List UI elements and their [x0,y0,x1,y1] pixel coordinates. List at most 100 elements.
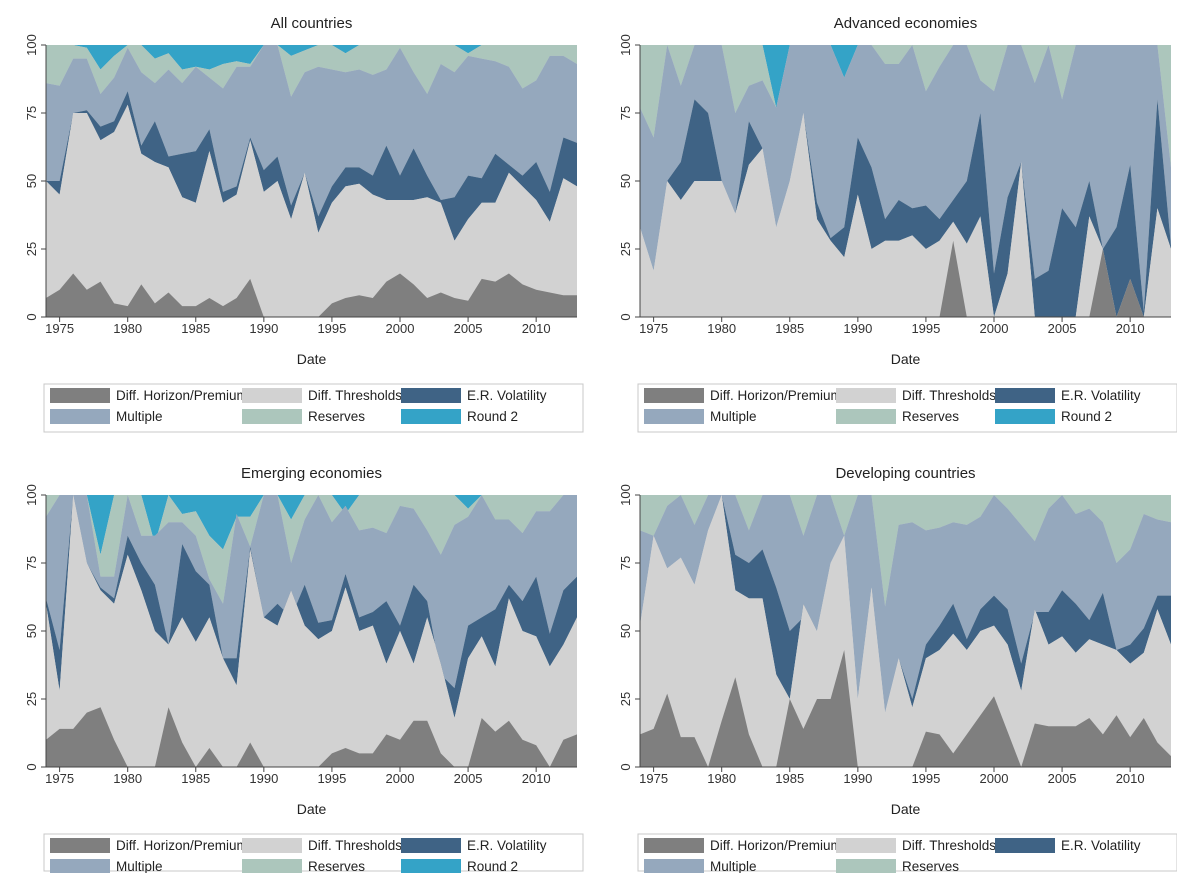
legend-box [637,833,1177,872]
area-round-2 [46,45,577,70]
legend-label: E.R. Volatility [1061,388,1141,403]
legend-swatch [644,388,704,403]
y-tick-label: 100 [618,484,633,506]
area-multiple [46,45,577,217]
x-tick-label: 2005 [454,771,483,786]
x-tick-label: 1995 [317,321,346,336]
legend-label: Multiple [710,859,757,873]
panel-developing-countries: Developing countries 0 25 50 75 100 1975 1980 19… [618,465,1177,873]
x-tick-label: 1990 [249,771,278,786]
chart-title: Developing countries [835,465,975,482]
legend-swatch [401,838,461,853]
legend-item-e-r-volatility: E.R. Volatility [401,838,547,853]
area-multiple [640,45,1171,312]
y-tick-label: 0 [618,313,633,320]
legend-swatch [644,838,704,853]
legend-label: Multiple [116,859,163,873]
x-tick-label: 1990 [843,321,872,336]
legend-label: Round 2 [467,859,518,873]
legend-label: Diff. Thresholds [308,838,402,853]
legend-swatch [995,409,1055,424]
x-tick-label: 1995 [911,321,940,336]
chart-title: All countries [271,15,353,32]
legend-swatch [644,409,704,424]
x-tick-label: 2000 [386,321,415,336]
legend-label: Reserves [308,859,365,873]
legend-swatch [50,388,110,403]
area-diff-thresholds [640,113,1171,317]
area-e-r-volatility [640,495,1171,713]
x-tick-label: 1980 [707,771,736,786]
y-tick-label: 75 [618,556,633,570]
legend-item-diff-thresholds: Diff. Thresholds [836,838,996,853]
legend-item-round-2: Round 2 [995,409,1112,424]
legend-label: E.R. Volatility [467,388,547,403]
y-tick-label: 25 [618,692,633,706]
y-tick-label: 50 [618,174,633,188]
x-tick-label: 2000 [980,771,1009,786]
y-tick-label: 75 [24,556,39,570]
x-tick-label: 1985 [181,321,210,336]
legend-label: E.R. Volatility [1061,838,1141,853]
x-tick-label: 2010 [522,321,551,336]
x-axis-title: Date [891,801,921,817]
legend-swatch [995,838,1055,853]
x-tick-label: 2010 [1116,321,1145,336]
panel-emerging-economies: Emerging economies 0 25 50 75 100 1975 1980 1985… [24,465,584,873]
x-tick-label: 1980 [113,771,142,786]
legend-item-reserves: Reserves [242,859,365,873]
legend-item-round-2: Round 2 [401,409,518,424]
x-axis-title: Date [297,351,327,367]
legend-item-round-2: Round 2 [401,859,518,873]
x-tick-label: 1985 [775,321,804,336]
area-multiple [640,495,1171,713]
legend-label: Diff. Horizon/Premium [710,838,842,853]
y-tick-label: 75 [618,106,633,120]
legend-box [637,383,1177,433]
x-tick-label: 1975 [45,771,74,786]
x-tick-label: 2005 [1048,771,1077,786]
legend-swatch [401,388,461,403]
x-tick-label: 2005 [454,321,483,336]
legend: Diff. Horizon/Premium Diff. Thresholds E.R… [43,383,584,433]
legend-label: Diff. Horizon/Premium [116,838,248,853]
legend-item-multiple: Multiple [644,859,757,873]
x-tick-label: 1975 [639,321,668,336]
area-reserves [46,45,577,97]
legend-item-multiple: Multiple [50,859,163,873]
x-tick-label: 1980 [113,321,142,336]
y-tick-label: 75 [24,106,39,120]
legend-item-diff-thresholds: Diff. Thresholds [242,838,402,853]
legend-label: Diff. Horizon/Premium [116,388,248,403]
legend-label: Reserves [902,859,959,873]
legend-swatch [644,859,704,873]
legend-swatch [836,859,896,873]
legend-item-e-r-volatility: E.R. Volatility [401,388,547,403]
legend-swatch [50,838,110,853]
area-diff-horizon-premium [46,707,577,767]
x-tick-label: 1975 [639,771,668,786]
x-tick-label: 1985 [181,771,210,786]
legend-item-multiple: Multiple [644,409,757,424]
x-axis-title: Date [891,351,921,367]
legend-item-e-r-volatility: E.R. Volatility [995,388,1141,403]
legend: Diff. Horizon/Premium Diff. Thresholds E.R… [637,833,1177,873]
x-tick-label: 2000 [386,771,415,786]
area-diff-horizon-premium [46,273,577,317]
panel-advanced-economies: Advanced economies 0 25 50 75 100 1975 1980 1985… [618,15,1177,433]
legend-swatch [401,409,461,424]
legend-swatch [50,409,110,424]
area-round-2 [46,495,577,555]
panel-all-countries: All countries 0 25 50 75 100 1975 1980 1985 1990 1… [24,15,584,433]
x-tick-label: 1975 [45,321,74,336]
y-tick-label: 50 [24,174,39,188]
legend-label: Reserves [902,409,959,424]
area-reserves [640,495,1171,607]
y-tick-label: 100 [24,484,39,506]
area-e-r-volatility [46,495,577,718]
legend-label: Multiple [116,409,163,424]
chart-title: Emerging economies [241,465,382,482]
chart-title: Advanced economies [834,15,977,32]
legend-swatch [242,838,302,853]
